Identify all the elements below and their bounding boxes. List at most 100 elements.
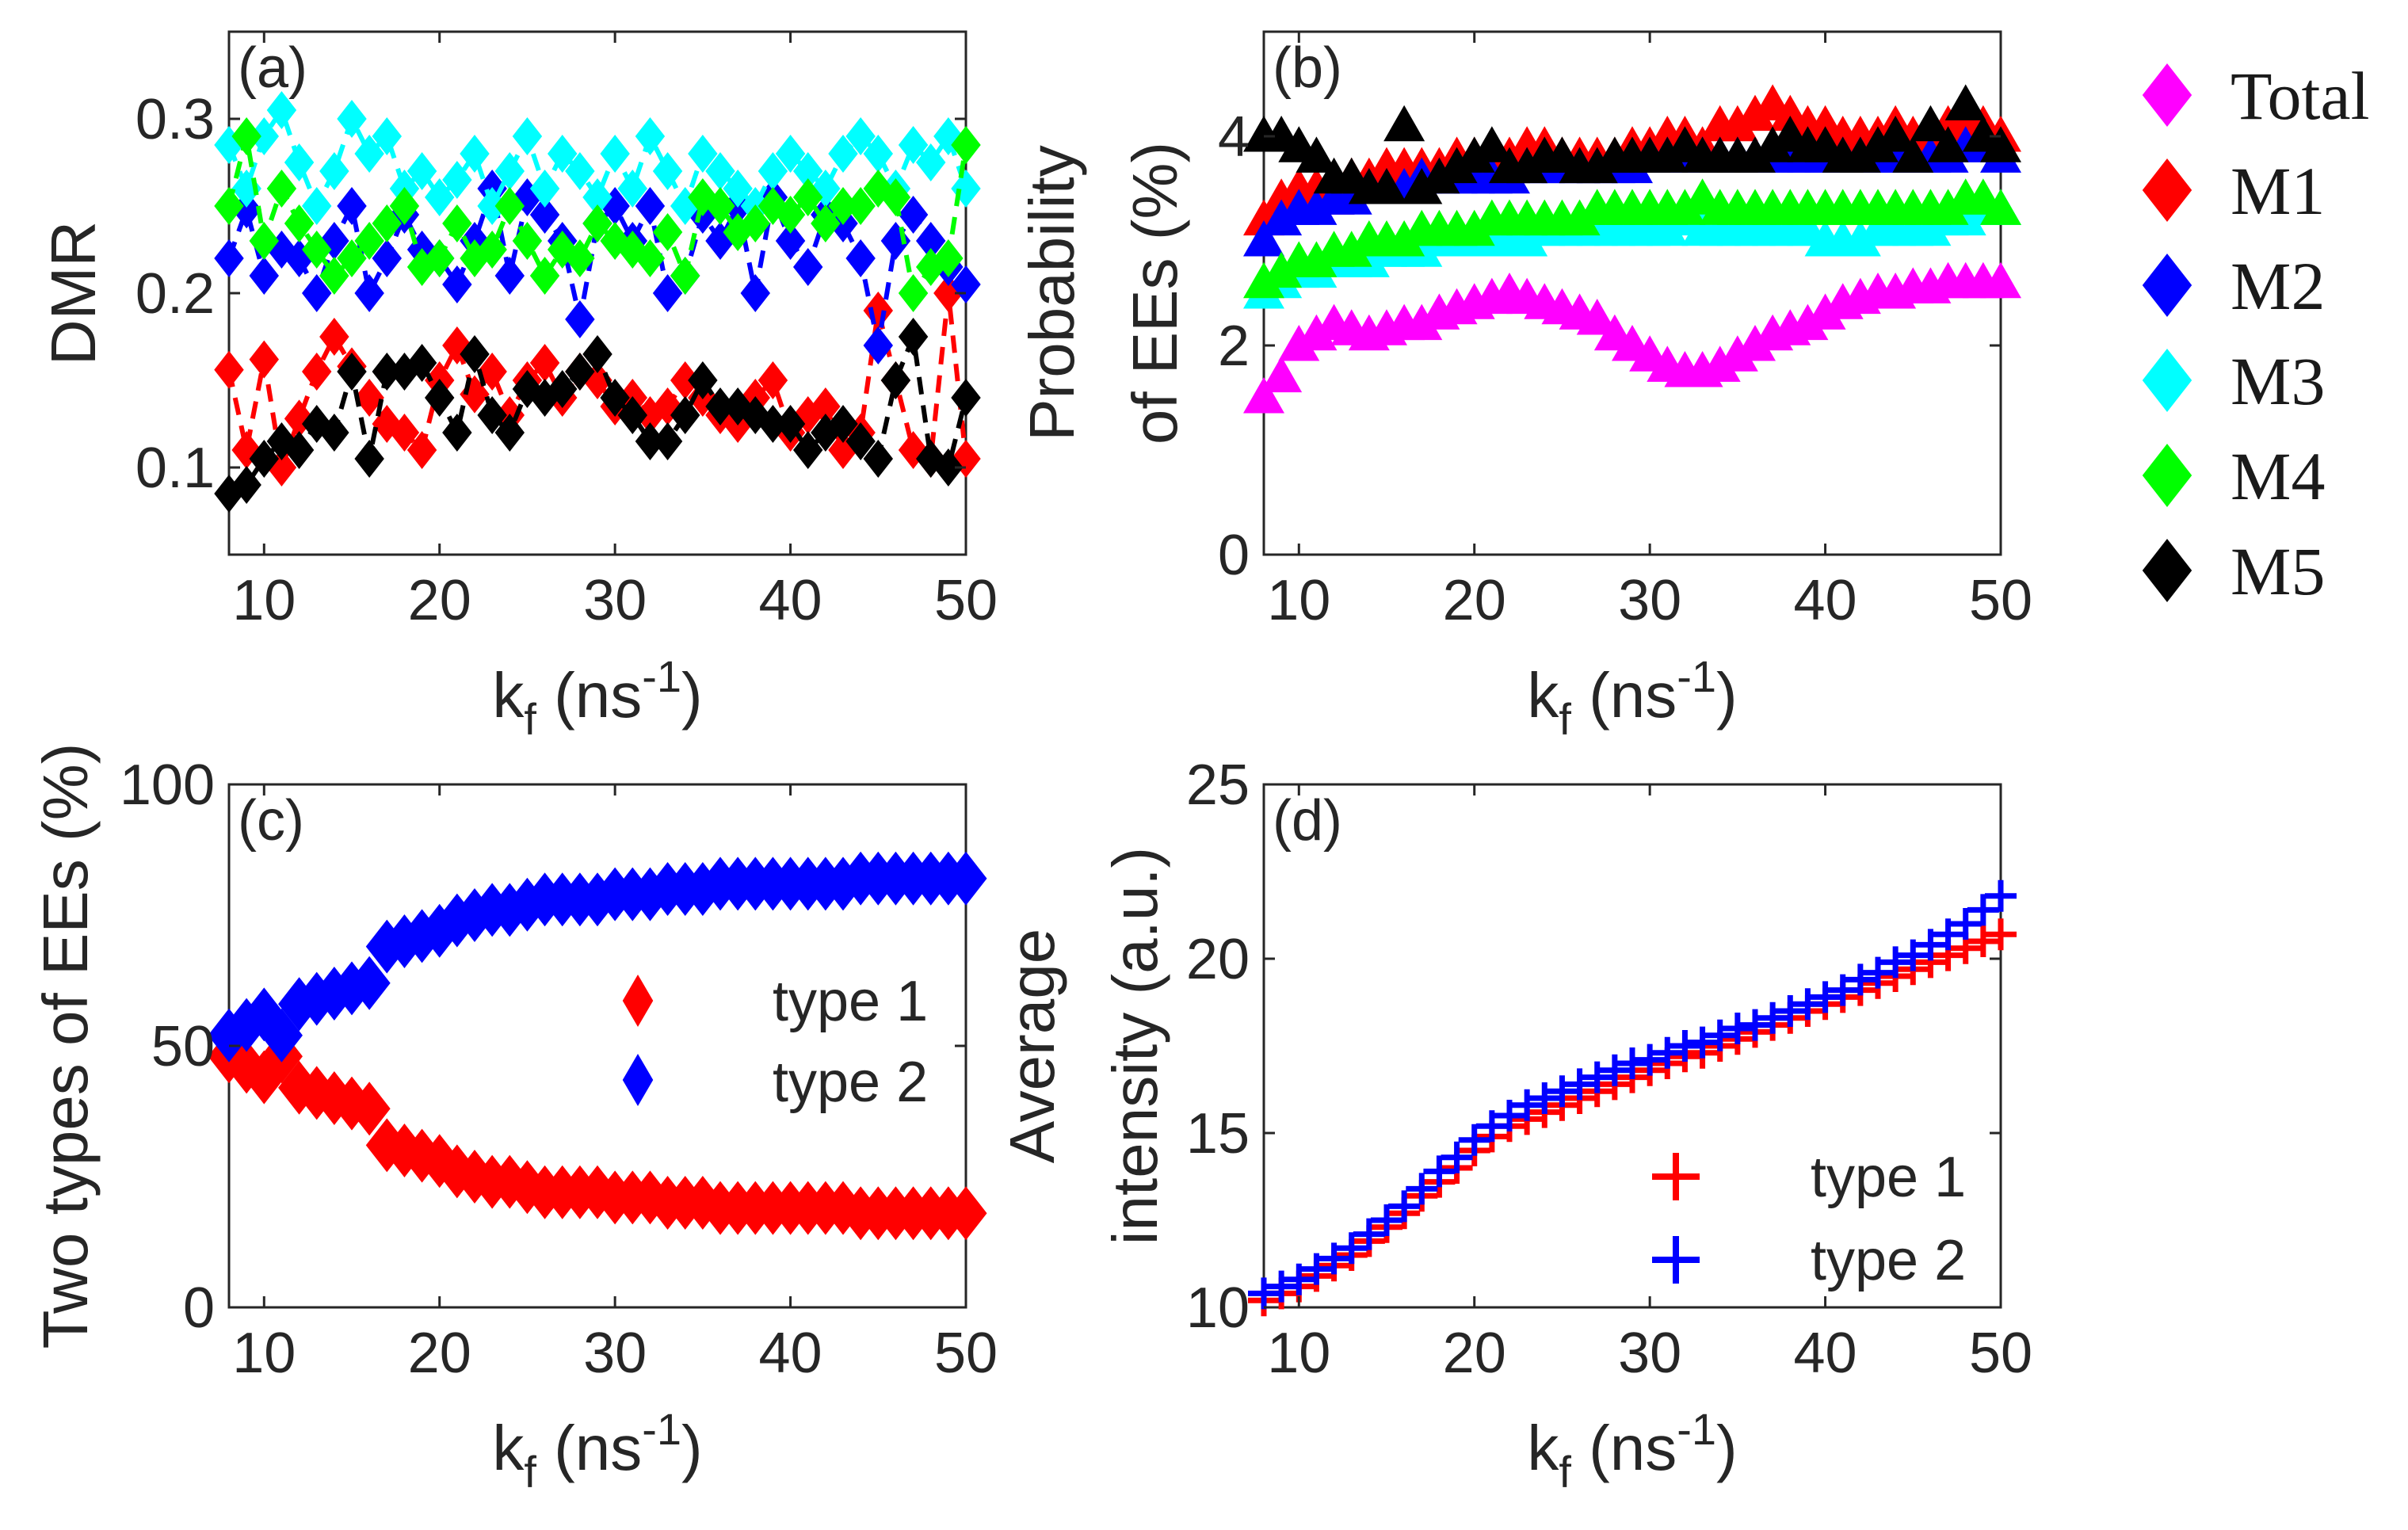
panel-a-point-m3: [372, 117, 403, 155]
panel-a-point-m1: [389, 414, 420, 452]
panel-a-point-m1: [811, 387, 841, 425]
panel-a-point-m4: [231, 117, 261, 155]
panel-a-point-m3: [635, 117, 666, 155]
panel-d-point-type-2: [1686, 1026, 1719, 1059]
panel-a-point-m2: [214, 239, 244, 277]
panel-a-point-m4: [529, 257, 560, 295]
panel-a-point-m5: [898, 318, 929, 356]
panel-a: 10 20 30 40 50 0.1 0.2 0.3 (a) DMR kf (ns-1): [38, 30, 998, 744]
panel-c-legend: type 1 type 2: [622, 970, 928, 1114]
panel-a-point-m5: [845, 422, 876, 460]
panel-a-point-m5: [231, 466, 261, 504]
panel-b-point-m4: [1980, 189, 2021, 225]
panel-b-point-m3: [1401, 231, 1443, 267]
panel-a-frame: [227, 30, 967, 556]
panel-d-point-type-2: [1721, 1013, 1754, 1044]
panel-a-point-m4: [337, 239, 367, 277]
panel-b-point-m4: [1243, 261, 1284, 299]
panel-a-point-m3: [249, 117, 280, 155]
panel-b-point-total: [1804, 293, 1846, 330]
panel-b-point-m5: [1401, 168, 1443, 204]
panel-a-point-m4: [828, 187, 858, 225]
panel-b-point-total: [1401, 303, 1443, 341]
panel-a-point-m2: [863, 326, 894, 364]
panel-c-point-type-2: [945, 851, 987, 906]
panel-a-point-m2: [775, 222, 806, 260]
panel-d-point-type-2: [1300, 1253, 1333, 1285]
panel-d-point-type-2: [1423, 1155, 1456, 1188]
panel-c-ylabel: Two types of EEs (%): [30, 743, 101, 1349]
panel-d-point-type-2: [1528, 1082, 1561, 1114]
panel-a-point-m1: [652, 387, 683, 425]
panel-b-point-m4: [1296, 241, 1338, 277]
panel-d-xtick-label: 40: [1794, 1322, 1857, 1385]
panel-c-legend-type2-label: type 2: [773, 1051, 928, 1114]
panel-a-point-m5: [758, 405, 788, 443]
panel-a-point-m2: [494, 257, 525, 295]
panel-a-point-m4: [811, 204, 841, 242]
panel-a-point-m4: [652, 213, 683, 251]
panel-a-xlabel: kf (ns-1): [492, 651, 702, 744]
panel-a-point-m3: [529, 170, 560, 208]
panel-b-point-m5: [1927, 126, 1969, 162]
panel-c-point-type-2: [208, 1008, 250, 1063]
panel-a-point-m3: [915, 143, 946, 181]
panel-a-point-m5: [670, 396, 700, 434]
panel-a-xtick-label: 20: [408, 569, 471, 632]
panel-a-point-m2: [600, 187, 630, 225]
panel-a-point-m3: [652, 152, 683, 190]
panel-a-point-m4: [301, 231, 332, 269]
panel-b-point-total: [1296, 314, 1338, 351]
panel-a-point-m5: [266, 422, 297, 460]
panel-d-legend-type2-marker: [1652, 1236, 1700, 1284]
panel-a-point-m3: [442, 161, 472, 199]
panel-d-point-type-2: [1914, 929, 1947, 961]
panel-a-point-m5: [863, 440, 894, 478]
panel-a-point-m5: [442, 414, 472, 452]
panel-b-point-m5: [1857, 126, 1899, 162]
panel-a-point-m5: [494, 414, 525, 452]
panel-a-point-m1: [477, 353, 507, 391]
panel-b-point-m4: [1453, 209, 1495, 246]
panel-b-point-m5: [1436, 147, 1478, 184]
panel-d-point-type-2: [1704, 1019, 1736, 1051]
panel-a-point-m4: [266, 170, 297, 208]
panel-d-ylabel-line2: intensity (a.u.): [1100, 847, 1170, 1245]
panel-d-xtick-label: 30: [1618, 1322, 1681, 1385]
panel-a-point-m3: [460, 135, 490, 173]
panel-a-point-m5: [354, 440, 384, 478]
main-legend-label-m3: M3: [2231, 343, 2325, 419]
panel-d-point-type-2: [1862, 956, 1894, 989]
panel-d-point-type-2: [1563, 1068, 1596, 1101]
panel-d-point-type-2: [1598, 1054, 1631, 1086]
panel-a-point-m2: [740, 274, 771, 312]
panel-a-point-m4: [688, 178, 718, 216]
main-legend-marker-m1: [2142, 158, 2192, 222]
panel-a-point-m2: [529, 196, 560, 234]
panel-b-point-m1: [1734, 94, 1776, 132]
panel-b-point-m5: [1471, 126, 1513, 162]
panel-a-point-m5: [284, 431, 315, 469]
panel-a-xtick-label: 50: [934, 569, 998, 632]
panel-a-point-m1: [792, 396, 823, 434]
panel-a-point-m1: [529, 344, 560, 382]
panel-d-point-type-2: [1774, 995, 1807, 1027]
panel-a-point-m4: [284, 204, 315, 242]
panel-b-point-m5: [1647, 136, 1689, 173]
panel-a-point-m4: [582, 204, 612, 242]
panel-a-point-m1: [406, 431, 437, 469]
panel-a-point-m4: [951, 126, 981, 164]
panel-d-ytick-label: 20: [1186, 928, 1250, 991]
panel-a-point-m5: [705, 387, 735, 425]
panel-a-point-m5: [951, 379, 981, 417]
main-legend-marker-m3: [2142, 349, 2192, 412]
panel-d-xtick-label: 50: [1969, 1322, 2032, 1385]
panel-a-point-m2: [792, 248, 823, 286]
main-legend-marker-m4: [2142, 444, 2192, 507]
panel-a-point-m4: [740, 204, 771, 242]
panel-a-point-m4: [565, 239, 595, 277]
panel-d-point-type-2: [1932, 918, 1964, 951]
main-legend-label-total: Total: [2231, 58, 2370, 134]
panel-c-label: (c): [238, 789, 304, 853]
panel-d-point-type-2: [1475, 1110, 1508, 1143]
